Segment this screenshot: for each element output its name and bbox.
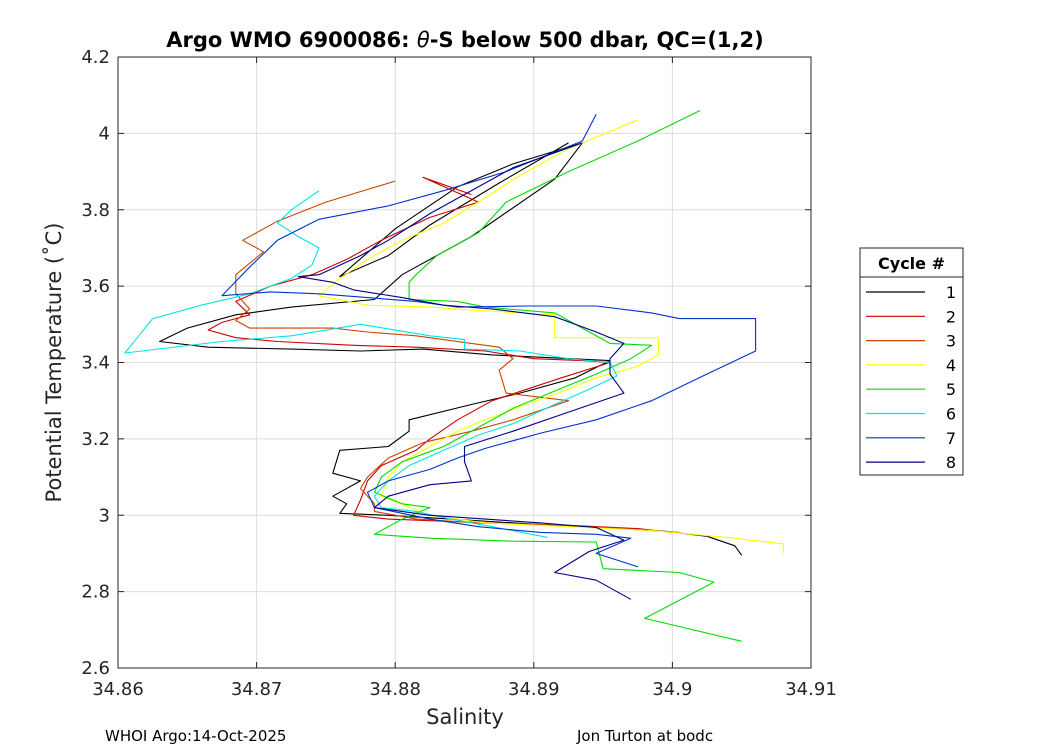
x-tick-label: 34.87 [231, 679, 283, 700]
series-line-cycle-2 [207, 176, 673, 533]
y-tick-label: 3.6 [81, 276, 110, 297]
series-layer [124, 110, 784, 642]
legend-label-cycle-4: 4 [946, 356, 956, 375]
series-line-cycle-7 [221, 114, 757, 568]
legend-label-cycle-8: 8 [946, 453, 956, 472]
legend-title: Cycle # [878, 254, 945, 273]
chart-title-suffix: -S below 500 dbar, QC=(1,2) [430, 28, 764, 52]
axis-ticks: 34.86 34.87 34.88 34.89 34.9 34.91 2.6 2.8 3 3.2 3… [81, 47, 836, 700]
footer-right-text: Jon Turton at bodc [576, 727, 713, 745]
series-line-cycle-6 [124, 190, 618, 538]
chart-title-prefix: Argo WMO 6900086: [166, 28, 417, 52]
y-tick-label: 2.6 [81, 658, 110, 679]
footer-left-text: WHOI Argo:14-Oct-2025 [105, 727, 286, 745]
x-tick-label: 34.9 [652, 679, 692, 700]
legend-label-cycle-5: 5 [946, 380, 956, 399]
x-tick-label: 34.86 [92, 679, 144, 700]
series-line-cycle-8 [297, 142, 632, 600]
legend-label-cycle-7: 7 [946, 429, 956, 448]
x-tick-label: 34.88 [369, 679, 421, 700]
x-tick-label: 34.89 [508, 679, 560, 700]
series-line-cycle-4 [318, 119, 784, 554]
series-line-cycle-1 [159, 142, 743, 556]
legend: Cycle # 1 2 3 4 5 6 7 8 [859, 247, 964, 476]
series-line-cycle-5 [373, 110, 742, 642]
x-tick-label: 34.91 [785, 679, 837, 700]
legend-label-cycle-3: 3 [946, 332, 956, 351]
x-axis-label: Salinity [426, 705, 504, 729]
chart-title: Argo WMO 6900086: θ-S below 500 dbar, QC… [166, 28, 763, 52]
y-tick-label: 4.2 [81, 47, 110, 68]
y-tick-label: 3.8 [81, 200, 110, 221]
legend-entries: 1 2 3 4 5 6 7 8 [866, 283, 956, 472]
legend-label-cycle-2: 2 [946, 307, 956, 326]
chart-title-theta: θ [417, 28, 430, 52]
y-tick-label: 3.2 [81, 429, 110, 450]
y-tick-label: 3 [99, 505, 110, 526]
y-tick-label: 4 [99, 123, 110, 144]
legend-label-cycle-1: 1 [946, 283, 956, 302]
legend-label-cycle-6: 6 [946, 405, 956, 424]
y-axis-label: Potential Temperature (˚C) [42, 223, 66, 503]
y-tick-label: 3.4 [81, 353, 110, 374]
y-tick-label: 2.8 [81, 582, 110, 603]
legend-box [859, 247, 964, 476]
